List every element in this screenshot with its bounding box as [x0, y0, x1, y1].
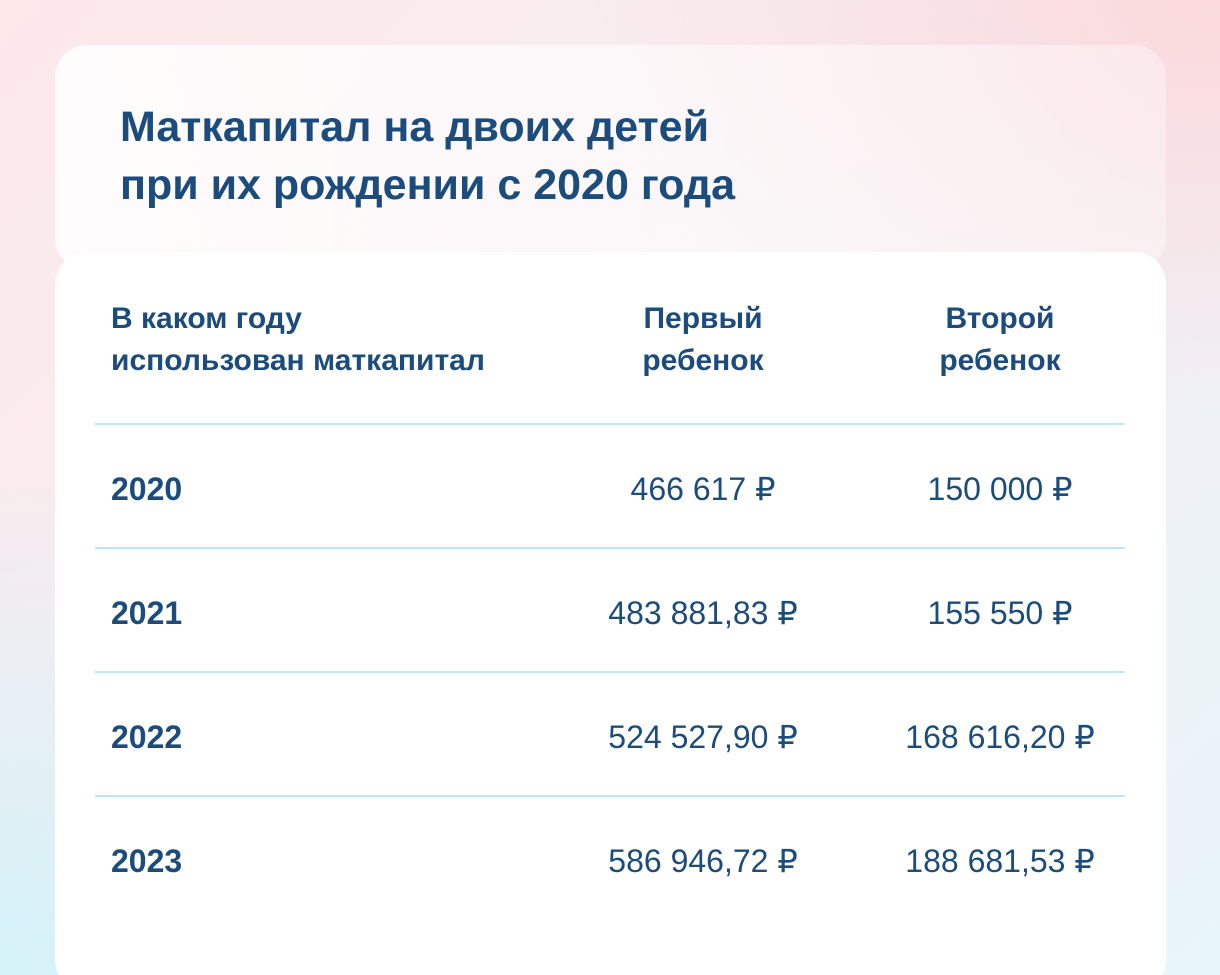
row-first-child-amount: 586 946,72 ₽	[608, 843, 798, 879]
header-year-line-1: В каком году	[111, 302, 302, 335]
row-first-child-amount: 483 881,83 ₽	[608, 595, 798, 631]
page-title: Маткапитал на двоих детей при их рождени…	[120, 98, 1020, 214]
row-second-child-amount: 188 681,53 ₽	[905, 843, 1095, 879]
table-row: 2023 586 946,72 ₽ 188 681,53 ₽	[95, 797, 1125, 919]
row-first-child-amount: 466 617 ₽	[630, 471, 776, 507]
row-second-child-amount: 155 550 ₽	[927, 595, 1073, 631]
header-first-line-1: Первый	[643, 302, 763, 335]
table-card	[55, 252, 1166, 975]
title-card	[55, 45, 1166, 270]
row-year: 2020	[111, 471, 183, 507]
title-line-2: при их рождении с 2020 года	[120, 161, 736, 209]
row-second-child-amount: 168 616,20 ₽	[905, 719, 1095, 755]
title-line-1: Маткапитал на двоих детей	[120, 103, 710, 151]
row-first-child-amount: 524 527,90 ₽	[608, 719, 798, 755]
row-second-child-amount: 150 000 ₽	[927, 471, 1073, 507]
row-year: 2023	[111, 843, 183, 879]
table-header-row: В каком году использован маткапитал Перв…	[95, 290, 1125, 425]
header-first-child: Первый ребенок	[603, 298, 803, 382]
table-row: 2020 466 617 ₽ 150 000 ₽	[95, 425, 1125, 549]
header-second-line-1: Второй	[945, 302, 1055, 335]
header-second-child: Второй ребенок	[900, 298, 1100, 382]
header-year-line-2: использован маткапитал	[111, 344, 485, 377]
row-year: 2021	[111, 595, 183, 631]
table-row: 2022 524 527,90 ₽ 168 616,20 ₽	[95, 673, 1125, 797]
header-second-line-2: ребенок	[939, 344, 1061, 377]
table-row: 2021 483 881,83 ₽ 155 550 ₽	[95, 549, 1125, 673]
header-year: В каком году использован маткапитал	[111, 298, 551, 382]
capital-table: В каком году использован маткапитал Перв…	[95, 290, 1125, 919]
header-first-line-2: ребенок	[642, 344, 764, 377]
row-year: 2022	[111, 719, 183, 755]
